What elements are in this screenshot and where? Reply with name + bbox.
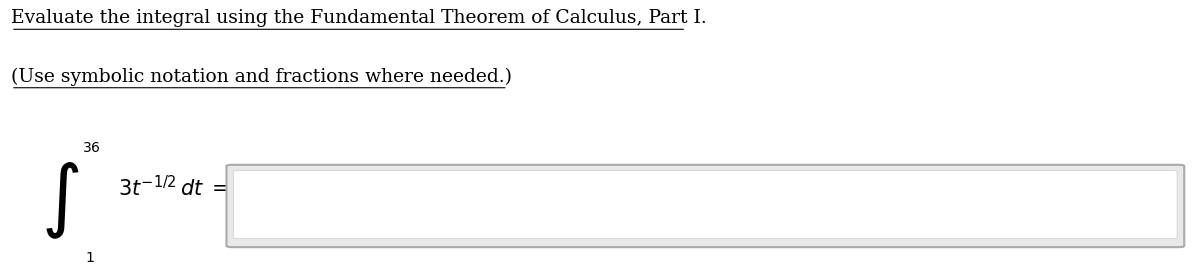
Text: $3t^{-1/2}\,dt\;=$: $3t^{-1/2}\,dt\;=$ xyxy=(118,175,228,200)
Text: Evaluate the integral using the Fundamental Theorem of Calculus, Part I.: Evaluate the integral using the Fundamen… xyxy=(11,9,707,27)
Text: $36$: $36$ xyxy=(82,141,101,156)
FancyBboxPatch shape xyxy=(227,165,1184,247)
Text: $\int$: $\int$ xyxy=(41,160,79,241)
Text: (Use symbolic notation and fractions where needed.): (Use symbolic notation and fractions whe… xyxy=(11,68,512,86)
Text: $1$: $1$ xyxy=(85,251,95,265)
FancyBboxPatch shape xyxy=(234,171,1177,239)
